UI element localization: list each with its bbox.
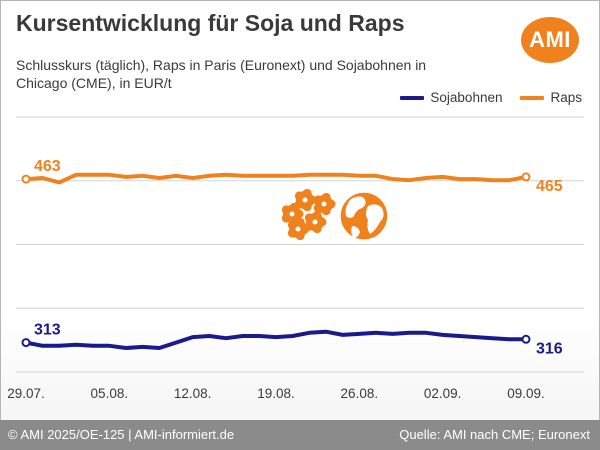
flower-icon — [281, 188, 336, 241]
x-tick-label: 09.09. — [507, 386, 545, 401]
x-tick-label: 12.08. — [174, 386, 212, 401]
end-point — [521, 172, 531, 182]
chart-subtitle: Schlusskurs (täglich), Raps in Paris (Eu… — [16, 57, 427, 91]
chart-legend: Sojabohnen Raps — [382, 90, 582, 105]
start-value-label: 463 — [34, 158, 61, 175]
series-line-soja — [24, 329, 528, 350]
start-value-label: 313 — [34, 322, 61, 339]
end-point — [521, 334, 531, 344]
x-tick-label: 19.08. — [257, 386, 295, 401]
start-point — [21, 338, 31, 348]
legend-item-soja: Sojabohnen — [400, 90, 502, 105]
series-line-raps — [24, 172, 528, 185]
ami-logo: AMI — [521, 17, 579, 63]
legend-label-soja: Sojabohnen — [430, 90, 503, 105]
x-tick-label: 26.08. — [341, 386, 379, 401]
footer-bar: © AMI 2025/OE-125 | AMI-informiert.de Qu… — [0, 420, 600, 450]
footer-source: Quelle: AMI nach CME; Euronext — [399, 427, 590, 442]
globe-icon — [339, 191, 389, 241]
legend-swatch-raps — [520, 95, 545, 100]
end-value-label: 465 — [536, 178, 563, 195]
x-tick-label: 05.08. — [91, 386, 129, 401]
legend-item-raps: Raps — [520, 90, 582, 105]
footer-copyright: © AMI 2025/OE-125 | AMI-informiert.de — [8, 427, 235, 442]
line-chart: 29.07. 05.08. 12.08. 19.08. 26.08. 02.09. 09.0… — [7, 116, 584, 401]
legend-label-raps: Raps — [550, 90, 582, 105]
legend-swatch-soja — [400, 95, 425, 100]
x-tick-label: 02.09. — [424, 386, 462, 401]
end-value-label: 316 — [536, 340, 563, 357]
start-point — [21, 174, 31, 184]
chart-title: Kursentwicklung für Soja und Raps — [16, 10, 405, 36]
x-tick-label: 29.07. — [7, 386, 45, 401]
